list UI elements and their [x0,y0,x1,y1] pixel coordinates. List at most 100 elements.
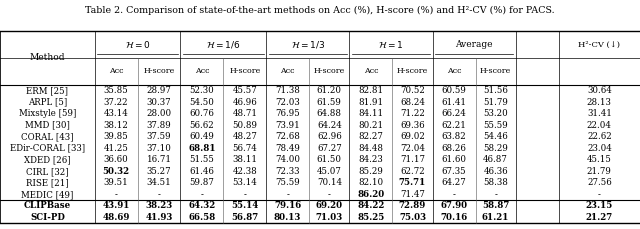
Text: MEDIC [49]: MEDIC [49] [21,190,74,199]
Text: 70.14: 70.14 [317,178,342,187]
Text: Acc: Acc [280,67,295,75]
Text: Acc: Acc [364,67,378,75]
Text: 56.62: 56.62 [189,121,214,130]
Text: 80.21: 80.21 [358,121,383,130]
Text: 86.20: 86.20 [357,190,385,199]
Text: 55.14: 55.14 [231,202,259,210]
Text: 28.97: 28.97 [147,86,172,95]
Text: -: - [494,190,497,199]
Text: 58.29: 58.29 [483,144,508,153]
Text: 58.87: 58.87 [482,202,509,210]
Text: -: - [157,190,161,199]
Text: 35.85: 35.85 [104,86,129,95]
Text: 82.81: 82.81 [358,86,383,95]
Text: 30.37: 30.37 [147,98,172,106]
Text: 37.22: 37.22 [104,98,129,106]
Text: -: - [328,190,331,199]
Text: 27.56: 27.56 [587,178,612,187]
Text: 63.82: 63.82 [442,132,467,141]
Text: 48.71: 48.71 [232,109,257,118]
Text: Table 2. Comparison of state-of-the-art methods on Acc (%), H-score (%) and H²-C: Table 2. Comparison of state-of-the-art … [85,6,555,15]
Text: H-score: H-score [397,67,428,75]
Text: Method: Method [29,53,65,62]
Text: 42.38: 42.38 [232,167,257,176]
Text: 71.47: 71.47 [400,190,425,199]
Text: 62.96: 62.96 [317,132,342,141]
Text: Average: Average [456,40,493,49]
Text: -: - [243,190,246,199]
Text: 67.27: 67.27 [317,144,342,153]
Text: 46.96: 46.96 [232,98,257,106]
Text: 69.36: 69.36 [400,121,425,130]
Text: H-score: H-score [229,67,260,75]
Text: 80.13: 80.13 [274,213,301,222]
Text: 78.49: 78.49 [275,144,300,153]
Text: 60.59: 60.59 [442,86,467,95]
Text: 72.68: 72.68 [275,132,300,141]
Text: 23.15: 23.15 [586,202,613,210]
Text: $\mathcal{H} = 0$: $\mathcal{H} = 0$ [125,39,150,50]
Text: 84.23: 84.23 [358,155,383,164]
Text: CORAL [43]: CORAL [43] [21,132,74,141]
Text: 31.41: 31.41 [587,109,612,118]
Text: 61.50: 61.50 [317,155,342,164]
Text: Acc: Acc [109,67,124,75]
Text: ARPL [5]: ARPL [5] [28,98,67,106]
Text: 35.27: 35.27 [147,167,172,176]
Text: 71.38: 71.38 [275,86,300,95]
Text: 51.56: 51.56 [483,86,508,95]
Text: Acc: Acc [447,67,461,75]
Text: 45.57: 45.57 [232,86,257,95]
Text: 72.89: 72.89 [399,202,426,210]
Text: 37.10: 37.10 [147,144,172,153]
Text: 46.36: 46.36 [483,167,508,176]
Text: ERM [25]: ERM [25] [26,86,68,95]
Text: 61.60: 61.60 [442,155,467,164]
Text: 64.24: 64.24 [317,121,342,130]
Text: 67.90: 67.90 [440,202,468,210]
Text: 41.25: 41.25 [104,144,129,153]
Text: 68.24: 68.24 [400,98,425,106]
Text: 59.87: 59.87 [189,178,214,187]
Text: 66.58: 66.58 [188,213,216,222]
Text: 43.91: 43.91 [102,202,130,210]
Text: 45.15: 45.15 [587,155,612,164]
Text: 56.74: 56.74 [232,144,257,153]
Text: RISE [21]: RISE [21] [26,178,68,187]
Text: 62.72: 62.72 [400,167,425,176]
Text: 84.48: 84.48 [358,144,383,153]
Text: 64.27: 64.27 [442,178,467,187]
Text: 37.59: 37.59 [147,132,172,141]
Text: 37.89: 37.89 [147,121,172,130]
Text: 68.81: 68.81 [188,144,216,153]
Text: 70.52: 70.52 [400,86,425,95]
Text: 61.41: 61.41 [442,98,467,106]
Text: 46.87: 46.87 [483,155,508,164]
Text: 45.07: 45.07 [317,167,342,176]
Text: 48.69: 48.69 [102,213,130,222]
Text: $\mathcal{H} = 1/6$: $\mathcal{H} = 1/6$ [206,39,241,50]
Text: 28.00: 28.00 [147,109,172,118]
Text: 41.93: 41.93 [145,213,173,222]
Text: CLIPBase: CLIPBase [24,202,71,210]
Text: 54.46: 54.46 [483,132,508,141]
Text: 43.14: 43.14 [104,109,129,118]
Text: 53.14: 53.14 [232,178,257,187]
Text: -: - [286,190,289,199]
Text: 39.85: 39.85 [104,132,129,141]
Text: H-score: H-score [143,67,175,75]
Text: 38.12: 38.12 [104,121,129,130]
Text: 84.11: 84.11 [358,109,383,118]
Text: 54.50: 54.50 [189,98,214,106]
Text: 51.55: 51.55 [189,155,214,164]
Text: 79.16: 79.16 [274,202,301,210]
Text: 58.38: 58.38 [483,178,508,187]
Text: 61.46: 61.46 [189,167,214,176]
Text: EDir-CORAL [33]: EDir-CORAL [33] [10,144,85,153]
Text: Mixstyle [59]: Mixstyle [59] [19,109,76,118]
Text: 74.00: 74.00 [275,155,300,164]
Text: 34.51: 34.51 [147,178,172,187]
Text: 82.27: 82.27 [358,132,383,141]
Text: 22.62: 22.62 [587,132,612,141]
Text: 70.16: 70.16 [440,213,468,222]
